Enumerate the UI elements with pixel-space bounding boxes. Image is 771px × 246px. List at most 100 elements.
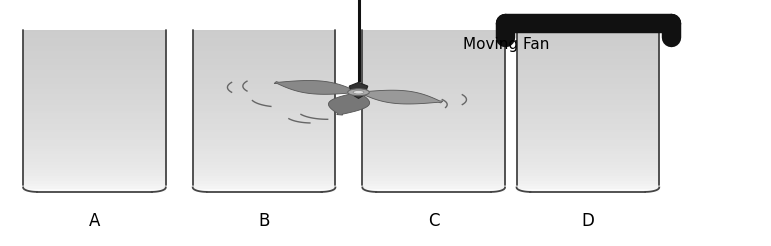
Bar [362,157,505,159]
Bar [517,78,659,81]
Bar [517,173,659,176]
Bar [23,51,166,54]
Bar [362,108,505,111]
Bar [517,127,659,130]
Bar [517,116,659,119]
Bar [193,132,335,135]
Bar [362,124,505,127]
Polygon shape [349,82,368,98]
Bar [362,57,505,59]
Bar [23,89,166,92]
Bar [362,92,505,94]
Bar [517,132,659,135]
Bar [362,67,505,70]
Bar [193,81,335,84]
Bar [517,35,659,38]
Bar [193,78,335,81]
Bar [362,54,505,57]
Bar [23,165,166,168]
Bar [23,54,166,57]
Bar [362,138,505,140]
Bar [23,157,166,159]
Bar [517,57,659,59]
Bar [23,59,166,62]
Bar [193,149,335,151]
Bar [23,189,166,192]
Bar [23,149,166,151]
Bar [362,146,505,149]
Bar [362,130,505,132]
Bar [517,111,659,113]
Bar [193,67,335,70]
Bar [517,146,659,149]
Bar [362,84,505,86]
Bar [517,151,659,154]
Bar [193,124,335,127]
Bar [193,140,335,143]
Bar [517,54,659,57]
Bar [362,143,505,146]
Bar [517,103,659,105]
Polygon shape [328,92,369,115]
Bar [23,132,166,135]
Bar [23,186,166,189]
Bar [517,43,659,46]
Bar [517,143,659,146]
Bar [362,81,505,84]
Bar [362,97,505,100]
Bar [193,186,335,189]
Bar [193,122,335,124]
Bar [23,111,166,113]
Bar [193,168,335,170]
Bar [362,119,505,122]
Bar [517,178,659,181]
Bar [23,97,166,100]
Bar [23,92,166,94]
Bar [23,168,166,170]
Bar [517,38,659,40]
Bar [23,62,166,65]
Bar [23,135,166,138]
Bar [193,100,335,103]
Bar [193,54,335,57]
Bar [23,181,166,184]
Bar [517,92,659,94]
Bar [362,62,505,65]
Bar [517,154,659,157]
Bar [23,130,166,132]
Bar [23,178,166,181]
Bar [362,122,505,124]
Bar [517,84,659,86]
Circle shape [353,91,364,94]
Bar [517,157,659,159]
Bar [517,48,659,51]
Bar [193,127,335,130]
Bar [517,138,659,140]
Text: D: D [581,212,594,231]
Bar [517,113,659,116]
Bar [517,100,659,103]
Bar [517,73,659,76]
Bar [193,43,335,46]
Bar [23,173,166,176]
Bar [362,135,505,138]
Bar [362,105,505,108]
Text: Moving Fan: Moving Fan [463,37,549,52]
Bar [193,46,335,48]
Bar [193,30,335,32]
Bar [193,151,335,154]
Bar [193,76,335,78]
Bar [517,186,659,189]
Bar [362,181,505,184]
Bar [362,170,505,173]
Bar [517,140,659,143]
Bar [517,97,659,100]
Bar [362,51,505,54]
Bar [362,140,505,143]
Bar [23,30,166,32]
Bar [362,65,505,67]
Bar [193,159,335,162]
Bar [517,51,659,54]
Bar [193,135,335,138]
Bar [23,76,166,78]
